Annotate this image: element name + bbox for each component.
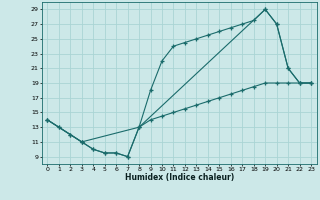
X-axis label: Humidex (Indice chaleur): Humidex (Indice chaleur) (124, 173, 234, 182)
